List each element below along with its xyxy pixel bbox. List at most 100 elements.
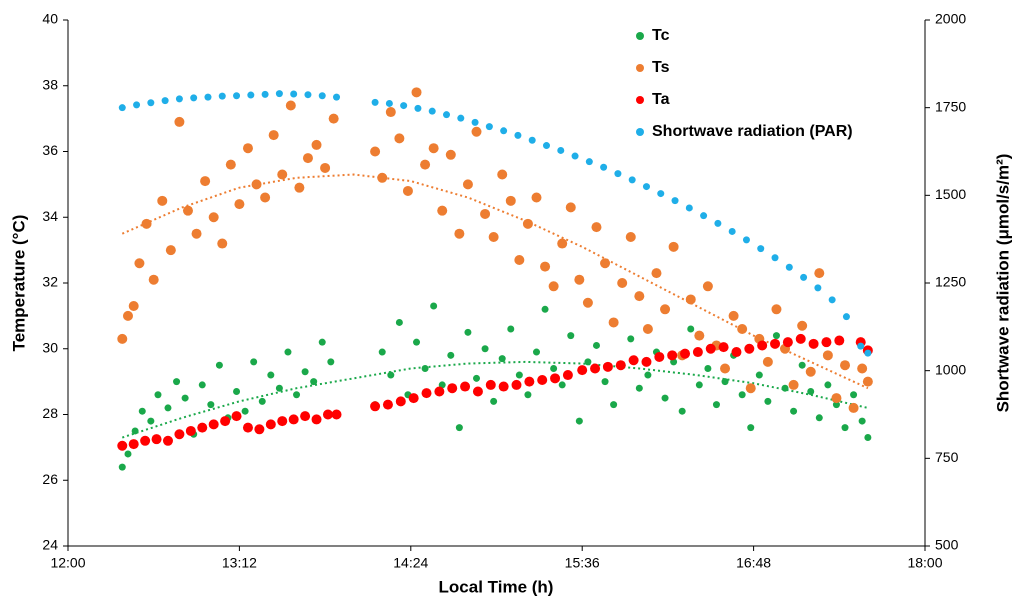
point [233,92,241,100]
point [302,153,313,164]
point [721,378,729,386]
point [437,205,448,216]
point [275,90,283,98]
point [790,407,798,415]
point [385,107,396,118]
point [151,434,162,445]
point [118,463,126,471]
point [327,358,335,366]
point [473,374,481,382]
point [285,100,296,111]
point [840,360,851,371]
x-axis-title: Local Time (h) [439,577,554,596]
point [175,95,183,103]
legend-label: Ts [652,59,670,76]
point [208,212,219,223]
point [514,131,522,139]
point [585,158,593,166]
y2-tick-label: 1000 [935,361,966,377]
point [755,371,763,379]
point [744,343,755,354]
point [311,414,322,425]
point [704,364,712,372]
legend-label: Shortwave radiation (PAR) [652,123,853,140]
point [781,384,789,392]
point [745,383,756,394]
point [795,333,806,344]
point [524,376,535,387]
point [617,278,628,288]
point [182,205,193,216]
point [371,98,379,106]
point [485,379,496,390]
point [208,419,219,430]
point [138,407,146,415]
point [454,228,465,239]
point [524,391,532,399]
point [497,169,508,180]
point [764,397,772,405]
point [464,328,472,336]
point [685,204,693,212]
point [304,91,312,99]
point [601,378,609,386]
legend-label: Ta [652,91,670,108]
point [634,291,645,302]
point [557,238,568,249]
point [857,342,865,350]
point [134,258,145,269]
point [370,146,381,157]
point [614,170,622,178]
point [772,332,780,340]
point [382,399,393,410]
point [370,401,381,412]
point [705,343,716,354]
point [661,394,669,402]
point [522,218,533,229]
point [331,409,342,420]
point [185,425,196,436]
point [814,268,825,279]
point [562,370,573,381]
point [231,411,242,422]
y-tick-label: 38 [42,76,58,92]
point [394,133,405,144]
point [762,356,773,367]
point [485,123,493,131]
point [154,391,162,399]
point [714,219,722,227]
point [247,91,255,99]
point [165,245,176,256]
point [300,411,311,422]
point [628,176,636,184]
point [797,320,808,331]
point [128,439,139,450]
point [718,342,729,353]
point [190,94,198,102]
point [265,419,276,430]
point [421,364,429,372]
point [644,371,652,379]
point [500,127,508,135]
point [505,195,516,206]
y-axis-title: Temperature (°C) [9,215,28,352]
point [430,302,438,310]
point [842,313,850,321]
point [333,93,341,101]
point [694,330,705,341]
point [133,101,141,109]
point [455,424,463,432]
y-tick-label: 28 [42,405,58,421]
point [218,92,226,100]
point [488,231,499,242]
point [275,384,283,392]
point [395,318,403,326]
point [233,387,241,395]
y-tick-label: 40 [42,11,58,27]
point [728,227,736,235]
point [204,93,212,101]
point [747,424,755,432]
point [770,338,781,349]
point [128,301,139,312]
point [290,90,298,98]
